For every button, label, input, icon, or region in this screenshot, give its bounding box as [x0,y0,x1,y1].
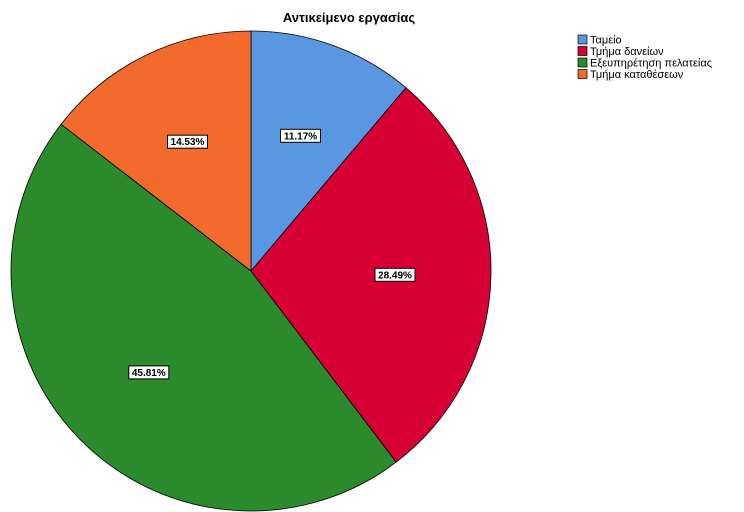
pie-slice-4 [60,30,252,272]
legend-label: Τμήμα καταθέσεων [590,69,684,81]
slice-label-box [128,365,170,380]
legend-swatch [577,34,588,45]
legend-label: Ταμείο [590,35,622,47]
slice-label-box [167,134,208,149]
chart-title: Αντικείμενο εργασίας [283,10,415,25]
legend-swatch [577,69,588,79]
legend-label: Εξευπηρέτηση πελατείας [590,58,712,70]
slice-label-text: 14.53% [171,137,205,148]
legend-item-1: Ταμείο [577,34,622,47]
slice-labels: 11.17% 28.49% 45.81% 14.53% [128,128,416,380]
slice-label-text: 45.81% [132,368,166,379]
legend-item-2: Τμήμα δανείων [577,46,664,58]
pie-slice-3 [10,123,397,512]
slice-label-text: 11.17% [284,131,317,142]
legend-item-3: Εξευπηρέτηση πελατείας [577,57,712,70]
pie-slices [10,30,492,512]
pie-slice-2 [250,87,492,463]
legend-swatch [577,57,588,68]
legend-label: Τμήμα δανείων [590,46,664,58]
slice-label-4: 14.53% [167,134,208,149]
slice-label-3: 45.81% [128,365,170,380]
slice-label-box [280,128,321,143]
slice-label-1: 11.17% [280,128,321,143]
pie-slice-1 [250,30,407,273]
slice-label-text: 28.49% [378,270,412,281]
slice-label-2: 28.49% [374,267,416,282]
slice-label-box [374,267,416,282]
legend-item-4: Τμήμα καταθέσεων [577,69,684,81]
legend-swatch [577,46,588,56]
